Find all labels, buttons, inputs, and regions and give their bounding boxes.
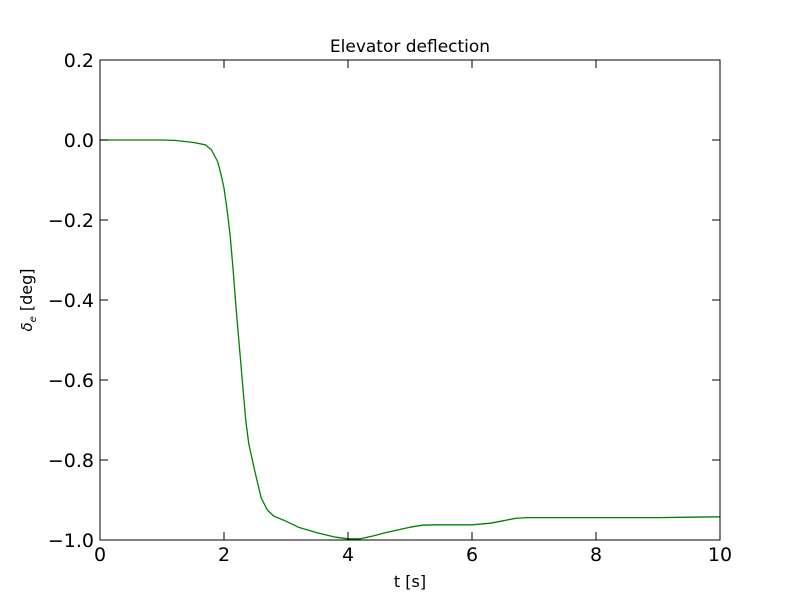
x-tick-label-1: 2: [218, 544, 230, 566]
plot-area: 0 2 4 6 8 10 0.2 0.0 −0.2 −0.4 −0.6 −0.8 −1.0: [48, 50, 732, 566]
x-axis-label: t [s]: [394, 572, 426, 591]
y-tick-label-1: 0.0: [64, 130, 94, 152]
chart-title: Elevator deflection: [330, 37, 490, 57]
y-axis-label-symbol: δ: [18, 322, 36, 331]
x-tick-label-0: 0: [94, 544, 106, 566]
y-axis-label-unit: [deg]: [17, 268, 36, 311]
y-tick-label-3: −0.4: [48, 290, 94, 312]
y-tick-label-6: −1.0: [48, 530, 94, 552]
y-axis-label-subscript: e: [28, 316, 39, 322]
y-axis-label: δe [deg]: [17, 268, 39, 331]
plot-frame: [99, 59, 721, 541]
y-tick-label-0: 0.2: [64, 50, 94, 72]
y-tick-label-2: −0.2: [48, 210, 94, 232]
svg-text:δe [deg]: δe [deg]: [17, 268, 39, 331]
series-line-0: [100, 139, 721, 540]
y-tick-label-4: −0.6: [48, 370, 94, 392]
y-tick-label-5: −0.8: [48, 450, 94, 472]
x-tick-label-3: 6: [466, 544, 478, 566]
x-tick-label-4: 8: [590, 544, 602, 566]
x-tick-label-5: 10: [708, 544, 732, 566]
x-tick-label-2: 4: [342, 544, 354, 566]
